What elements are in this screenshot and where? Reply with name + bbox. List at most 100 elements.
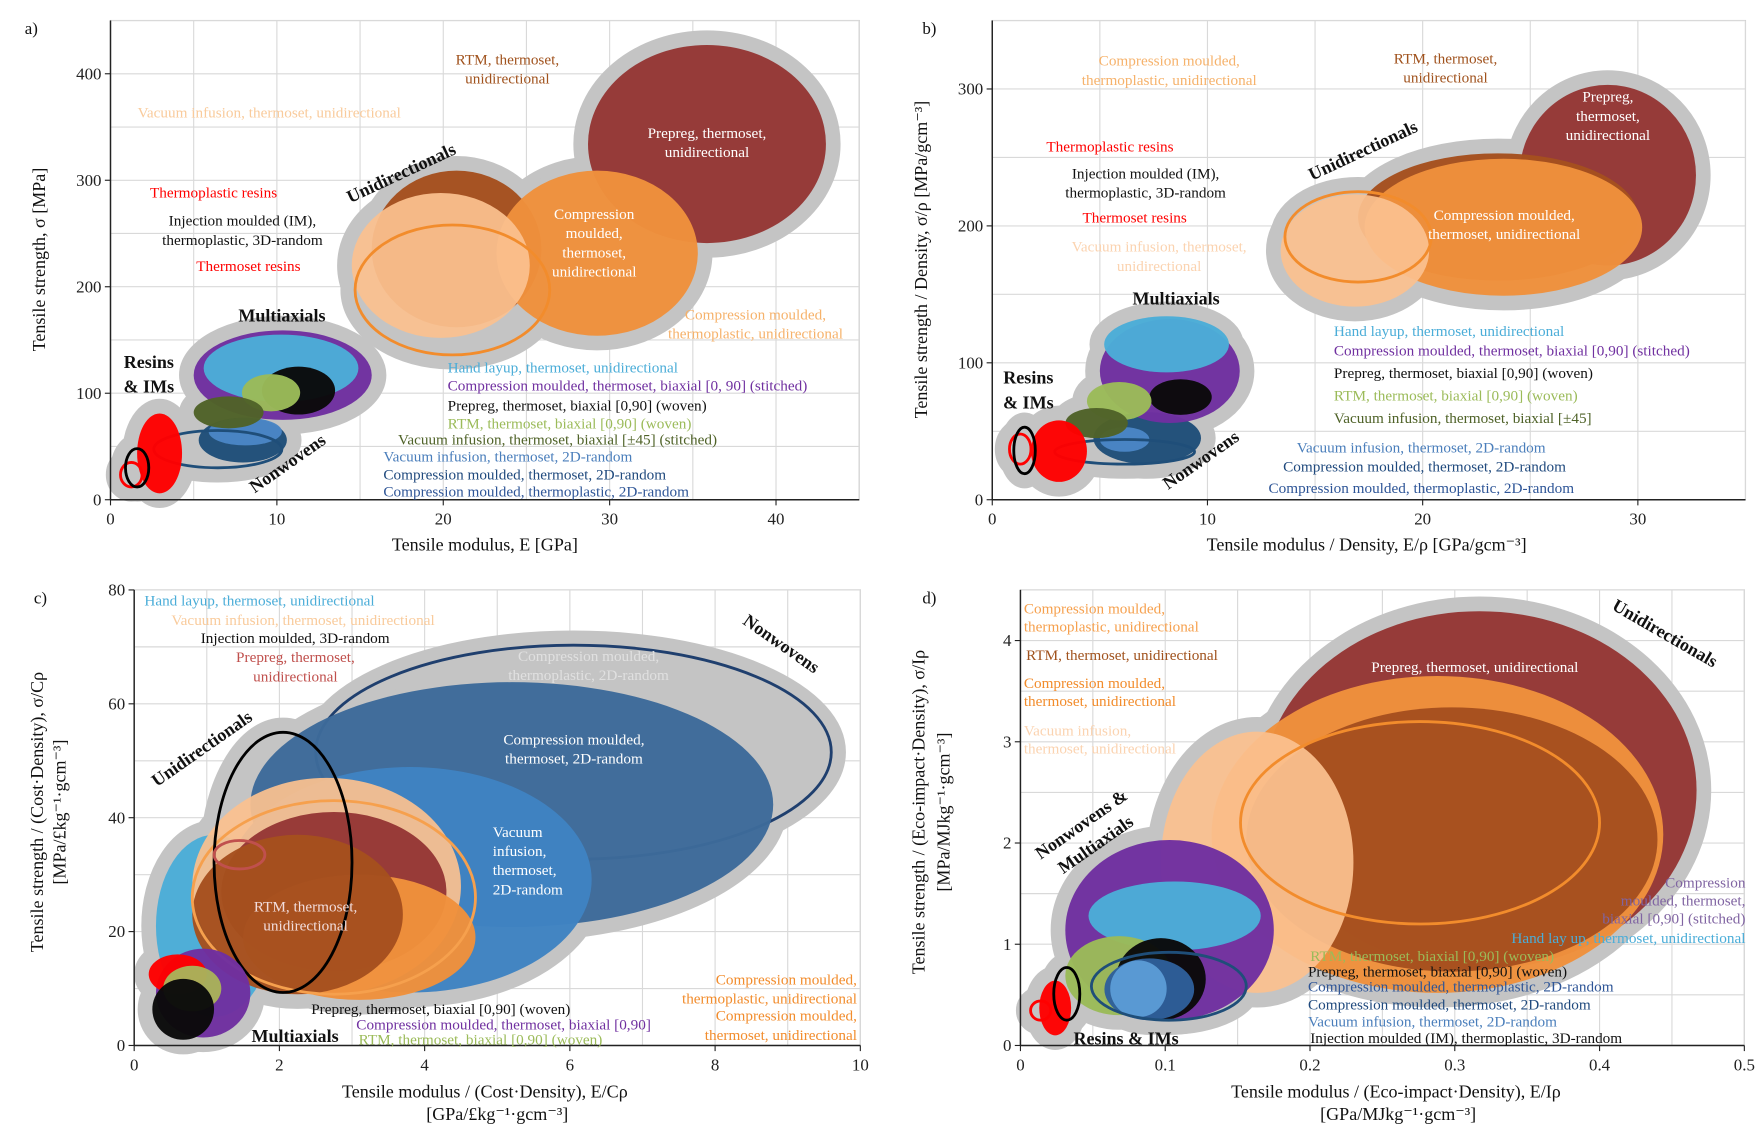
region-region bbox=[212, 839, 267, 871]
x-tick-label: 40 bbox=[768, 510, 785, 529]
x-tick-label: 10 bbox=[1199, 510, 1216, 529]
annotation-text: Compression moulded, bbox=[1099, 53, 1240, 70]
x-tick-label: 0 bbox=[1016, 1055, 1024, 1074]
chart-panel-c: 0 2 4 6 8 10 0 20 40 60 80 c) Tensile modulus / (Cos… bbox=[27, 581, 869, 1124]
annotation-label: Prepreg, thermoset, biaxial [0,90] (wove… bbox=[1334, 365, 1593, 382]
y-tick-label: 60 bbox=[108, 694, 125, 713]
annotation-text: RTM, thermoset, biaxial [0,90] (woven) bbox=[448, 416, 692, 433]
annotation-text: Hand layup, thermoset, unidirectional bbox=[448, 359, 678, 376]
annotation-text: unidirectional bbox=[253, 668, 338, 685]
annotation-text: Compression moulded, thermoset, 2D-rando… bbox=[383, 466, 666, 483]
annotation-label: Compression moulded, thermoset, 2D-rando… bbox=[383, 466, 666, 483]
annotation-text: unidirectional bbox=[1566, 127, 1651, 144]
annotation-label: RTM, thermoset, unidirectional bbox=[1026, 647, 1218, 664]
region-hand-layup-thermoset-unidirectional bbox=[1104, 316, 1229, 373]
annotation-label: Prepreg, thermoset, unidirectional bbox=[236, 649, 355, 685]
x-axis-title: Tensile modulus / Density, E/ρ [GPa/gcm⁻… bbox=[1207, 534, 1527, 554]
y-tick-label: 200 bbox=[76, 277, 101, 296]
annotation-label: Compression moulded, thermoset, 2D-rando… bbox=[1283, 459, 1566, 476]
annotation-text: thermoset, unidirectional bbox=[1024, 693, 1176, 710]
annotation-text: moulded, thermoset, bbox=[1621, 893, 1746, 910]
annotation-text: Compression moulded, bbox=[716, 972, 857, 989]
annotation-label: Compression moulded, thermoset, unidirect… bbox=[705, 1008, 857, 1044]
y-tick-label: 0 bbox=[117, 1036, 125, 1055]
annotation-text: RTM, thermoset, biaxial [0,90] (woven) bbox=[359, 1031, 603, 1048]
annotation-text: infusion, bbox=[493, 843, 547, 860]
annotation-text: Thermoplastic resins bbox=[1046, 138, 1173, 155]
region-injection-moulded-3d-random bbox=[212, 730, 354, 994]
annotation-text: Thermoset resins bbox=[196, 258, 300, 275]
annotation-label: Compression moulded, thermoplastic, 2D-ra… bbox=[508, 648, 669, 684]
annotation-label: RTM, thermoset, unidirectional bbox=[456, 51, 560, 87]
group-label-text: Resins bbox=[1003, 368, 1053, 388]
annotation-label: RTM, thermoset, unidirectional bbox=[1394, 50, 1497, 86]
annotation-text: unidirectional bbox=[263, 917, 348, 934]
x-tick-label: 2 bbox=[275, 1055, 283, 1074]
region-compression-moulded-thermoplastic-unidirectional bbox=[190, 799, 477, 996]
region-vacuum-infusion-thermoset-2d-random bbox=[1110, 960, 1167, 1018]
annotation-text: Compression moulded, bbox=[716, 1008, 857, 1025]
annotation-text: RTM, thermoset, bbox=[456, 51, 560, 68]
annotation-label: Compression moulded, thermoset, biaxial … bbox=[1334, 342, 1690, 359]
region-compression-moulded-thermoset-unidirectional bbox=[496, 170, 698, 336]
region-compression-moulded-thermoplastic-unidirectional bbox=[1239, 720, 1601, 926]
annotation-text: biaxial [0,90] (stitched) bbox=[1602, 911, 1745, 928]
group-label: Multiaxials bbox=[251, 1026, 338, 1046]
annotation-text: Hand lay up, thermoset, unidirectional bbox=[1511, 930, 1745, 947]
region-vacuum-infusion-thermoset-unidirectional bbox=[351, 193, 530, 338]
annotation-label: Vacuum infusion, thermoset, unidirection… bbox=[171, 612, 434, 629]
annotation-text: Compression moulded, thermoset, 2D-rando… bbox=[1283, 459, 1566, 476]
annotation-text: Compression moulded, thermoplastic, 2D-r… bbox=[1308, 978, 1614, 995]
annotation-text: thermoset, bbox=[493, 862, 557, 879]
annotation-text: Compression bbox=[1665, 875, 1746, 892]
y-tick-label: 4 bbox=[1003, 631, 1012, 650]
annotation-text: RTM, thermoset, unidirectional bbox=[1026, 647, 1218, 664]
annotation-text: Compression bbox=[554, 206, 635, 223]
annotation-label: Vacuum infusion, thermoset, 2D-random bbox=[493, 824, 563, 899]
x-tick-label: 8 bbox=[711, 1055, 719, 1074]
annotation-text: Vacuum bbox=[493, 824, 543, 841]
y-tick-label: 0 bbox=[1003, 1036, 1011, 1055]
annotation-text: Injection moulded (IM), thermoplastic, 3… bbox=[1310, 1030, 1622, 1047]
group-label-text: Multiaxials bbox=[1132, 289, 1219, 309]
annotation-text: Vacuum infusion, thermoset, biaxial [±45… bbox=[1334, 410, 1592, 427]
annotation-label: Injection moulded (IM), thermoplastic, 3D… bbox=[1065, 165, 1226, 201]
x-tick-label: 0.5 bbox=[1734, 1055, 1755, 1074]
annotation-label: Compression moulded, thermoset, 2D-rando… bbox=[1308, 996, 1591, 1013]
y-tick-label: 2 bbox=[1003, 834, 1011, 853]
x-tick-label: 4 bbox=[420, 1055, 429, 1074]
annotation-text: unidirectional bbox=[552, 263, 637, 280]
annotation-label: Prepreg, thermoset, unidirectional bbox=[648, 125, 767, 161]
annotation-label: Compression moulded, thermoset, biaxial … bbox=[448, 377, 808, 394]
annotation-label: Vacuum infusion,thermoset, unidirectiona… bbox=[1024, 722, 1176, 757]
annotation-text: thermoplastic, unidirectional bbox=[1024, 619, 1199, 636]
region-compression-moulded-thermoplastic-unidirectional bbox=[353, 223, 552, 357]
annotation-text: Hand layup, thermoset, unidirectional bbox=[144, 593, 374, 610]
x-tick-label: 0.1 bbox=[1155, 1055, 1176, 1074]
annotation-text: Injection moulded, 3D-random bbox=[201, 630, 390, 647]
annotation-label: Thermoset resins bbox=[196, 258, 300, 275]
group-label: Multiaxials bbox=[238, 306, 325, 326]
annotation-label: Vacuum infusion, thermoset, 2D-random bbox=[383, 448, 632, 465]
annotation-text: thermoplastic, 3D-random bbox=[162, 232, 323, 249]
annotation-label: Hand lay up, thermoset, unidirectional bbox=[1511, 930, 1745, 947]
annotation-text: thermoset, unidirectional bbox=[1428, 226, 1580, 243]
annotation-label: Compression moulded, thermoplastic, unidi… bbox=[668, 306, 843, 342]
x-axis-title: [GPa/MJkg⁻¹·gcm⁻³] bbox=[1320, 1104, 1476, 1124]
region-thermoset-resins bbox=[1030, 420, 1087, 482]
x-axis-title: Tensile modulus / (Eco-impact·Density), … bbox=[1231, 1081, 1561, 1102]
group-label-text: Multiaxials bbox=[238, 306, 325, 326]
annotation-text: thermoset, unidirectional bbox=[705, 1027, 857, 1044]
x-tick-label: 0 bbox=[130, 1055, 138, 1074]
region-vacuum-infusion-thermoset-biaxial-45-stitched bbox=[193, 396, 264, 429]
annotation-label: Injection moulded (IM), thermoplastic, 3D… bbox=[162, 213, 323, 249]
x-tick-label: 10 bbox=[852, 1055, 869, 1074]
y-tick-label: 0 bbox=[93, 490, 101, 509]
annotation-text: Injection moulded (IM), bbox=[1072, 165, 1219, 182]
region-hand-lay-up-thermoset-unidirectional bbox=[1088, 881, 1261, 951]
annotation-text: moulded, bbox=[566, 225, 623, 242]
region-prepreg-thermoset-biaxial-0-90-woven bbox=[152, 978, 215, 1040]
annotation-text: Vacuum infusion, thermoset, 2D-random bbox=[1308, 1013, 1557, 1030]
